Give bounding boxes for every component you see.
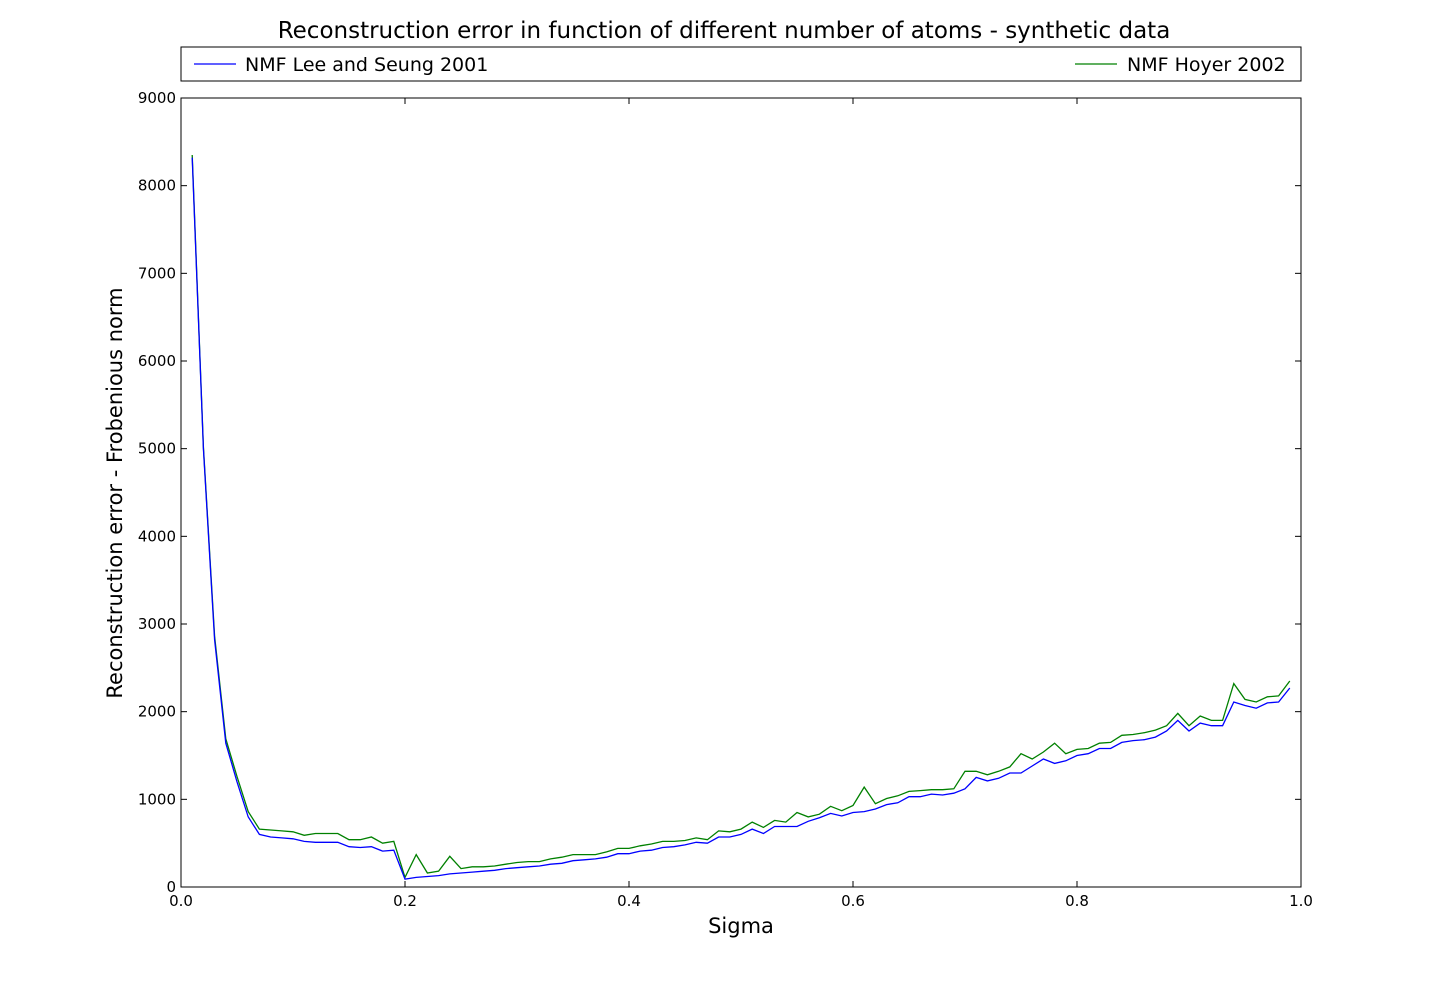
legend-label-hoyer: NMF Hoyer 2002 [1127,54,1286,76]
plot-frame [180,97,1302,888]
y-tick-label: 5000 [138,440,176,458]
x-tick-label: 0.2 [393,892,417,910]
y-tick-label: 0 [166,878,176,896]
x-tick-label: 0.8 [1065,892,1089,910]
y-tick-label: 4000 [138,527,176,545]
series-line-hoyer [191,154,1291,880]
y-tick-label: 3000 [138,615,176,633]
plot-lines [191,154,1291,880]
legend-label-lee-seung: NMF Lee and Seung 2001 [245,54,488,76]
x-tick-label: 0.0 [169,892,193,910]
y-axis-label: Reconstruction error - Frobenious norm [103,287,127,698]
y-tick-label: 9000 [138,89,176,107]
y-tick-label: 2000 [138,703,176,721]
y-tick-label: 8000 [138,177,176,195]
y-tick-label: 1000 [138,790,176,808]
x-axis-label: Sigma [708,914,774,938]
series-line-lee-seung [191,157,1291,880]
legend: NMF Lee and Seung 2001 NMF Hoyer 2002 [180,46,1302,82]
x-tick-label: 1.0 [1289,892,1313,910]
y-tick-label: 7000 [138,264,176,282]
x-tick-label: 0.6 [841,892,865,910]
y-tick-label: 6000 [138,352,176,370]
axis-ticks: 0.0 0.2 0.4 0.6 0.8 1.0 0 1000 2000 3000 4000 5000 6… [138,89,1313,910]
chart-title: Reconstruction error in function of diff… [278,18,1171,44]
x-tick-label: 0.4 [617,892,641,910]
